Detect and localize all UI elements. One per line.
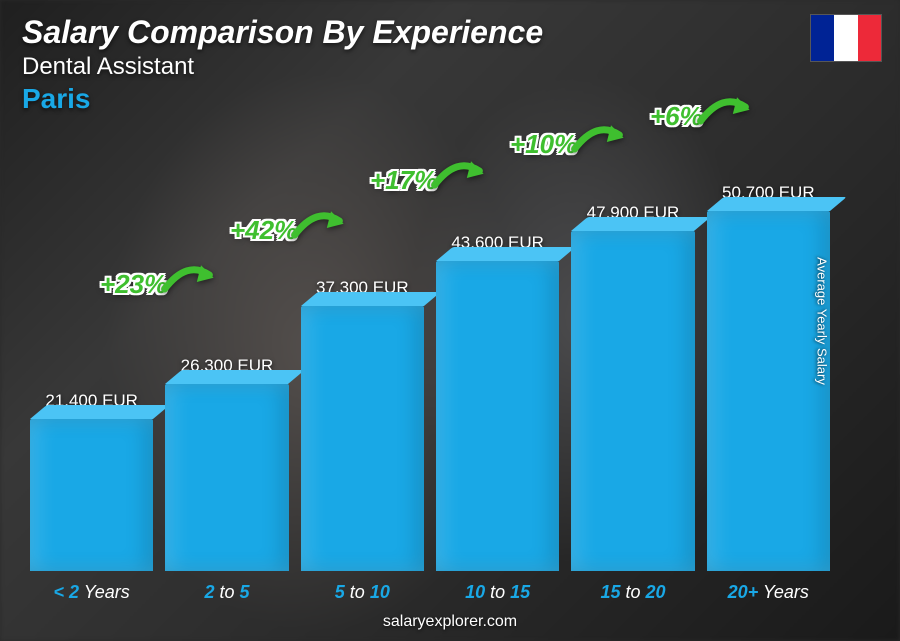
- bar-category-label: 2 to 5: [165, 582, 288, 603]
- chart-subtitle: Dental Assistant: [22, 53, 543, 81]
- france-flag-icon: [810, 14, 882, 62]
- growth-percent-label: +23%: [100, 269, 167, 300]
- chart-title: Salary Comparison By Experience: [22, 14, 543, 51]
- bar: [165, 384, 288, 571]
- bar-wrap: 37,300 EUR5 to 10: [301, 278, 424, 571]
- bar-wrap: 47,900 EUR15 to 20: [571, 203, 694, 571]
- growth-indicator: +6%: [650, 84, 765, 149]
- y-axis-label: Average Yearly Salary: [815, 257, 830, 385]
- growth-indicator: +17%: [370, 148, 499, 213]
- bar: [30, 419, 153, 571]
- bar-top-face: [707, 197, 847, 211]
- bar-top-face: [30, 405, 170, 419]
- flag-stripe-blue: [811, 15, 834, 61]
- growth-indicator: +42%: [230, 198, 359, 263]
- bar-category-label: 10 to 15: [436, 582, 559, 603]
- chart-location: Paris: [22, 83, 543, 115]
- growth-arrow-icon: [437, 148, 499, 213]
- bar-wrap: 50,700 EUR20+ Years: [707, 183, 830, 571]
- bar: [436, 261, 559, 571]
- bar-category-label: < 2 Years: [30, 582, 153, 603]
- bar-wrap: 26,300 EUR2 to 5: [165, 356, 288, 571]
- bar-category-label: 20+ Years: [707, 582, 830, 603]
- growth-percent-label: +42%: [230, 215, 297, 246]
- growth-arrow-icon: [703, 84, 765, 149]
- flag-stripe-white: [834, 15, 857, 61]
- bar: [571, 231, 694, 571]
- growth-arrow-icon: [167, 252, 229, 317]
- bar-top-face: [436, 247, 576, 261]
- bar-wrap: 43,600 EUR10 to 15: [436, 233, 559, 571]
- header: Salary Comparison By Experience Dental A…: [22, 14, 543, 115]
- growth-percent-label: +17%: [370, 165, 437, 196]
- growth-arrow-icon: [297, 198, 359, 263]
- bar-top-face: [301, 292, 441, 306]
- bar-category-label: 15 to 20: [571, 582, 694, 603]
- growth-indicator: +23%: [100, 252, 229, 317]
- bar-top-face: [165, 370, 305, 384]
- bar-top-face: [571, 217, 711, 231]
- growth-indicator: +10%: [510, 112, 639, 177]
- bar-wrap: 21,400 EUR< 2 Years: [30, 391, 153, 571]
- bar-category-label: 5 to 10: [301, 582, 424, 603]
- growth-arrow-icon: [577, 112, 639, 177]
- bar: [301, 306, 424, 571]
- flag-stripe-red: [858, 15, 881, 61]
- bar: [707, 211, 830, 571]
- growth-percent-label: +10%: [510, 129, 577, 160]
- footer-attribution: salaryexplorer.com: [0, 613, 900, 631]
